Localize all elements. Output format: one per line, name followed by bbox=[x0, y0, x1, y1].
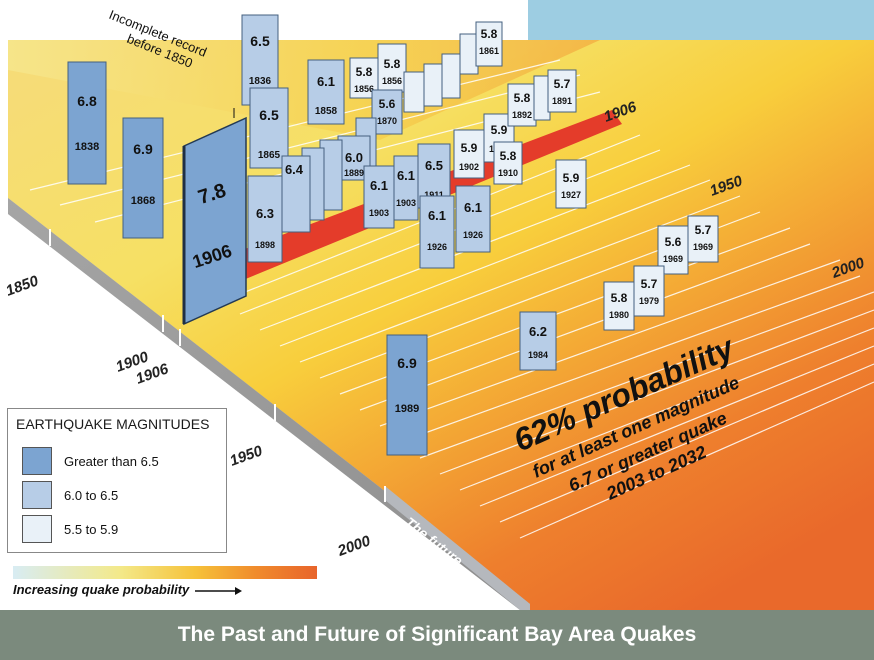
page-title: The Past and Future of Significant Bay A… bbox=[0, 610, 874, 660]
quake-marker: 5.8 1910 bbox=[493, 141, 523, 185]
quake-mag: 6.4 bbox=[285, 162, 304, 177]
quake-marker: 6.5 1865 bbox=[249, 87, 289, 169]
quake-marker: 5.8 1856 bbox=[377, 43, 407, 93]
quake-year: 1903 bbox=[396, 198, 416, 208]
quake-year: 1898 bbox=[255, 240, 275, 250]
quake-year: 1979 bbox=[639, 296, 659, 306]
quake-marker: 5.8 1861 bbox=[475, 21, 503, 67]
quake-year: 1889 bbox=[344, 168, 364, 178]
quake-year: 1980 bbox=[609, 310, 629, 320]
quake-mag: 6.9 bbox=[397, 355, 417, 371]
quake-marker: 6.1 1903 bbox=[393, 155, 419, 221]
quake-mag: 5.7 bbox=[554, 77, 571, 91]
quake-mag: 5.9 bbox=[491, 123, 508, 137]
quake-year: 1856 bbox=[354, 84, 374, 94]
quake-mag: 6.1 bbox=[428, 208, 446, 223]
quake-year: 1861 bbox=[479, 46, 499, 56]
quake-year: 1892 bbox=[512, 110, 532, 120]
light-blue-box bbox=[528, 0, 874, 40]
quake-marker: 6.9 1989 bbox=[386, 334, 428, 456]
quake-mag: 6.3 bbox=[256, 206, 274, 221]
probability-scale-label: Increasing quake probability bbox=[13, 582, 243, 597]
quake-mag: 5.8 bbox=[356, 65, 373, 79]
quake-markers: 6.8 1838 6.5 1836 6.9 1868 6.5 1865 6.1 … bbox=[67, 14, 719, 456]
arrow-right-icon bbox=[194, 586, 242, 595]
quake-mag: 6.0 bbox=[345, 150, 363, 165]
quake-marker: 6.4 bbox=[281, 155, 311, 233]
quake-mag: 6.1 bbox=[370, 178, 388, 193]
quake-mag: 6.9 bbox=[133, 141, 153, 157]
quake-year: 1891 bbox=[552, 96, 572, 106]
quake-mag: 6.1 bbox=[397, 168, 415, 183]
quake-marker: 6.1 1926 bbox=[419, 195, 455, 269]
quake-year: 1926 bbox=[463, 230, 483, 240]
quake-mag: 5.8 bbox=[611, 291, 628, 305]
quake-marker: 5.6 1870 bbox=[371, 89, 403, 135]
quake-marker: 6.3 1898 bbox=[247, 175, 283, 263]
quake-year: 1902 bbox=[459, 162, 479, 172]
quake-mag: 6.1 bbox=[317, 74, 335, 89]
quake-marker-1906: 7.8 1906 bbox=[182, 116, 247, 326]
quake-mag: 5.8 bbox=[500, 149, 517, 163]
legend-label: 6.0 to 6.5 bbox=[64, 488, 119, 503]
quake-marker: 5.8 1980 bbox=[603, 281, 635, 331]
quake-mag: 6.5 bbox=[250, 33, 270, 49]
quake-year: 1838 bbox=[75, 141, 99, 153]
quake-marker: 6.1 1858 bbox=[307, 59, 345, 125]
quake-mag: 6.5 bbox=[259, 107, 279, 123]
quake-mag: 6.5 bbox=[425, 158, 443, 173]
quake-year: 1836 bbox=[249, 76, 272, 87]
quake-year: 1927 bbox=[561, 190, 581, 200]
quake-year: 1858 bbox=[315, 106, 338, 117]
quake-mag: 6.2 bbox=[529, 324, 547, 339]
quake-mag: 5.9 bbox=[461, 141, 478, 155]
quake-year: 1926 bbox=[427, 242, 447, 252]
legend-label: Greater than 6.5 bbox=[64, 454, 159, 469]
quake-year: 1903 bbox=[369, 208, 389, 218]
legend-title: EARTHQUAKE MAGNITUDES bbox=[16, 416, 210, 432]
quake-year: 1870 bbox=[377, 116, 397, 126]
legend-swatch bbox=[22, 515, 52, 543]
quake-mag: 5.8 bbox=[481, 27, 498, 41]
quake-marker: 5.9 1927 bbox=[555, 159, 587, 209]
quake-marker: 6.2 1984 bbox=[519, 311, 557, 371]
quake-mag: 6.1 bbox=[464, 200, 482, 215]
probability-scale-bar bbox=[13, 566, 317, 579]
quake-mag: 5.7 bbox=[641, 277, 658, 291]
quake-mag: 5.7 bbox=[695, 223, 712, 237]
quake-mag: 5.6 bbox=[379, 97, 396, 111]
quake-marker: 6.1 1903 bbox=[363, 165, 395, 229]
quake-year: 1910 bbox=[498, 168, 518, 178]
legend-label: 5.5 to 5.9 bbox=[64, 522, 119, 537]
quake-marker: 5.7 1979 bbox=[633, 265, 665, 317]
quake-year: 1984 bbox=[528, 350, 548, 360]
quake-year: 1868 bbox=[131, 195, 155, 207]
quake-year: 1989 bbox=[395, 403, 419, 415]
quake-year: 1969 bbox=[663, 254, 683, 264]
quake-marker: 5.7 1891 bbox=[547, 69, 577, 113]
quake-year: 1856 bbox=[382, 76, 402, 86]
quake-marker: 5.9 1902 bbox=[453, 129, 485, 179]
quake-mag: 6.8 bbox=[77, 93, 97, 109]
quake-marker: 5.8 1892 bbox=[507, 83, 537, 127]
quake-year: 1969 bbox=[693, 242, 713, 252]
quake-mag: 5.9 bbox=[563, 171, 580, 185]
legend-swatch bbox=[22, 481, 52, 509]
quake-year: 1911 bbox=[424, 190, 444, 200]
quake-mag: 5.6 bbox=[665, 235, 682, 249]
quake-marker: 6.8 1838 bbox=[67, 61, 107, 185]
quake-mag: 5.8 bbox=[514, 91, 531, 105]
quake-year: 1865 bbox=[258, 150, 281, 161]
quake-marker: 5.7 1969 bbox=[687, 215, 719, 263]
legend-swatch bbox=[22, 447, 52, 475]
quake-marker: 6.9 1868 bbox=[122, 117, 164, 239]
quake-mag: 5.8 bbox=[384, 57, 401, 71]
quake-marker: 6.1 1926 bbox=[455, 185, 491, 253]
legend: EARTHQUAKE MAGNITUDES Greater than 6.5 6… bbox=[7, 408, 227, 553]
